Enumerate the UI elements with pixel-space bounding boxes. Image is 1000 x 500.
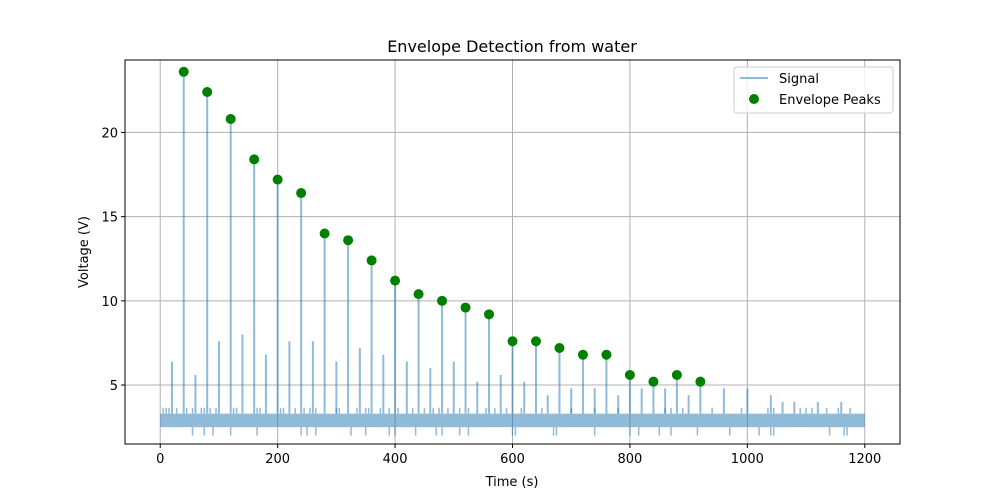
envelope-peak-point bbox=[296, 188, 307, 199]
envelope-peak-point bbox=[577, 349, 588, 360]
envelope-peak-point bbox=[484, 309, 495, 320]
y-tick-label: 5 bbox=[110, 379, 118, 394]
envelope-peak-point bbox=[437, 295, 448, 306]
legend-peaks-swatch bbox=[749, 94, 759, 104]
envelope-peak-point bbox=[225, 113, 236, 124]
legend-signal-label: Signal bbox=[779, 72, 819, 87]
x-tick-label: 800 bbox=[618, 452, 643, 467]
x-tick-label: 400 bbox=[383, 452, 408, 467]
legend-peaks-label: Envelope Peaks bbox=[779, 93, 881, 108]
envelope-peak-point bbox=[554, 343, 565, 353]
envelope-peak-point bbox=[460, 302, 471, 313]
x-tick-label: 1000 bbox=[731, 452, 764, 467]
chart-title: Envelope Detection from water bbox=[387, 37, 637, 56]
y-tick-label: 10 bbox=[101, 295, 118, 310]
envelope-peak-point bbox=[272, 174, 283, 185]
x-axis-label: Time (s) bbox=[485, 475, 539, 490]
y-tick-label: 15 bbox=[101, 211, 118, 226]
envelope-peak-point bbox=[202, 87, 213, 97]
x-axis-ticks: 0 200 400 600 800 1000 1200 bbox=[156, 444, 881, 467]
envelope-peak-point bbox=[390, 275, 401, 286]
envelope-peak-point bbox=[366, 255, 377, 266]
envelope-peak-point bbox=[648, 376, 659, 387]
y-axis-label: Voltage (V) bbox=[77, 216, 92, 288]
envelope-peak-point bbox=[319, 228, 330, 239]
signal-series bbox=[162, 71, 851, 436]
envelope-peak-point bbox=[413, 289, 424, 300]
envelope-peak-point bbox=[671, 369, 682, 380]
signal-noise-band bbox=[160, 413, 865, 428]
x-tick-label: 200 bbox=[265, 452, 290, 467]
y-axis-ticks: 5 10 15 20 bbox=[101, 126, 125, 394]
envelope-peak-point bbox=[695, 376, 706, 387]
envelope-peak-point bbox=[624, 369, 635, 380]
x-tick-label: 600 bbox=[500, 452, 525, 467]
y-tick-label: 20 bbox=[101, 126, 118, 141]
envelope-peak-point bbox=[530, 336, 541, 347]
envelope-peak-point bbox=[601, 349, 612, 360]
envelope-peak-point bbox=[249, 154, 260, 165]
envelope-peak-point bbox=[178, 66, 189, 77]
legend-box bbox=[733, 66, 894, 114]
legend: Signal Envelope Peaks bbox=[733, 66, 894, 114]
envelope-peaks-series bbox=[178, 66, 706, 387]
x-tick-label: 0 bbox=[156, 452, 164, 467]
signal-baseline-band bbox=[160, 413, 865, 428]
envelope-peak-point bbox=[507, 336, 518, 347]
x-tick-label: 1200 bbox=[848, 452, 881, 467]
envelope-peak-point bbox=[343, 235, 354, 246]
